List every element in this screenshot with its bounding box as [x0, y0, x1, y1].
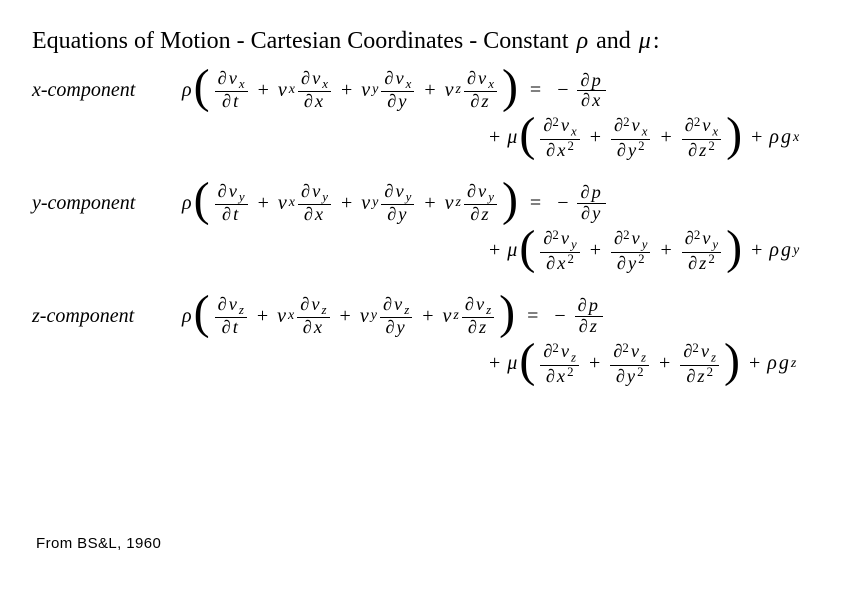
equation-y-line2: +(2vyx2+2vyy2+2vyz2)+gy — [482, 229, 799, 273]
component-label-x: x-component — [32, 79, 182, 102]
equation-z: z-component(vzt+vxvzx+vyvzy+vzvzz)=−pz+(… — [32, 295, 828, 386]
equation-x-line2: +(2vxx2+2vxy2+2vxz2)+gx — [482, 116, 799, 160]
equation-z-line2: +(2vzx2+2vzy2+2vzz2)+gz — [482, 342, 796, 386]
equation-x: x-component(vxt+vxvxx+vyvxy+vzvxz)=−px+(… — [32, 69, 828, 160]
component-label-y: y-component — [32, 192, 182, 215]
title-mu: μ — [637, 28, 653, 54]
equations-container: x-component(vxt+vxvxx+vyvxy+vzvxz)=−px+(… — [32, 69, 828, 386]
source-citation: From BS&L, 1960 — [36, 535, 161, 552]
equation-x-line1: (vxt+vxvxx+vyvxy+vzvxz)=−px — [182, 69, 609, 112]
title-and: and — [590, 28, 637, 54]
equation-z-line1: (vzt+vxvzx+vyvzy+vzvzz)=−pz — [182, 295, 606, 338]
component-label-z: z-component — [32, 305, 182, 328]
title-prefix: Equations of Motion - Cartesian Coordina… — [32, 28, 575, 54]
title-rho: ρ — [575, 28, 591, 54]
title-suffix: : — [653, 28, 660, 54]
equation-y: y-component(vyt+vxvyx+vyvyy+vzvyz)=−py+(… — [32, 182, 828, 273]
equation-y-line1: (vyt+vxvyx+vyvyy+vzvyz)=−py — [182, 182, 609, 225]
page-title: Equations of Motion - Cartesian Coordina… — [32, 28, 828, 55]
